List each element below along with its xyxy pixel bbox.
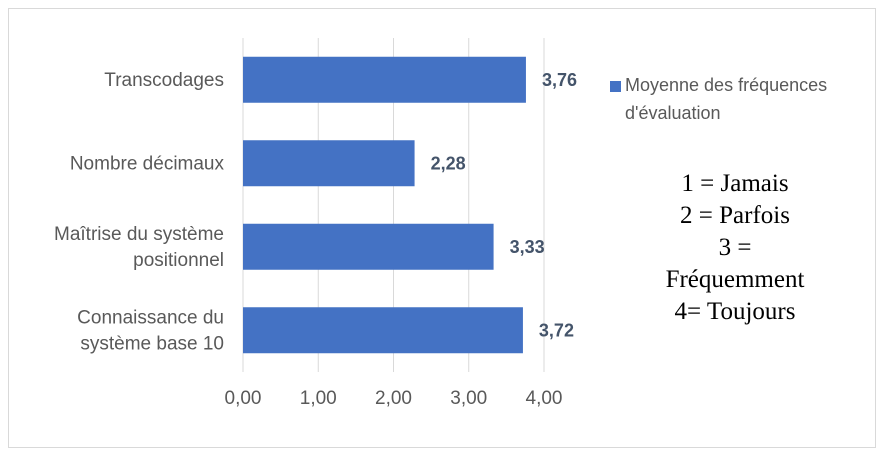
scale-note-line-4: Fréquemment [665,266,805,293]
x-tick-label: 1,00 [300,388,337,409]
bar [243,140,415,187]
scale-note-line-5: 4= Toujours [674,298,796,325]
data-label: 3,33 [510,237,545,257]
data-label: 3,72 [539,320,574,340]
category-label: Connaissance du système base 10 [77,307,224,354]
category-label: Transcodages [104,70,224,91]
scale-note-line-1: 1 = Jamais [681,170,789,197]
x-tick-label: 3,00 [450,388,487,409]
chart-legend: Moyenne des fréquences d'évaluation [610,75,865,127]
data-label: 3,76 [542,70,577,90]
x-tick-label: 2,00 [375,388,412,409]
legend-label: Moyenne des fréquences d'évaluation [625,75,828,123]
bar [243,307,523,354]
data-label: 2,28 [431,153,466,173]
x-tick-label: 4,00 [526,388,563,409]
bar [243,223,494,270]
category-label: Nombre décimaux [70,153,225,174]
category-label: Maîtrise du système positionnel [54,224,224,271]
scale-note-line-3: 3 = [718,234,752,261]
bar [243,56,526,103]
scale-note: 1 = Jamais 2 = Parfois 3 = Fréquemment 4… [620,168,850,328]
scale-note-line-2: 2 = Parfois [680,202,790,229]
x-tick-label: 0,00 [225,388,262,409]
legend-swatch [610,81,621,92]
